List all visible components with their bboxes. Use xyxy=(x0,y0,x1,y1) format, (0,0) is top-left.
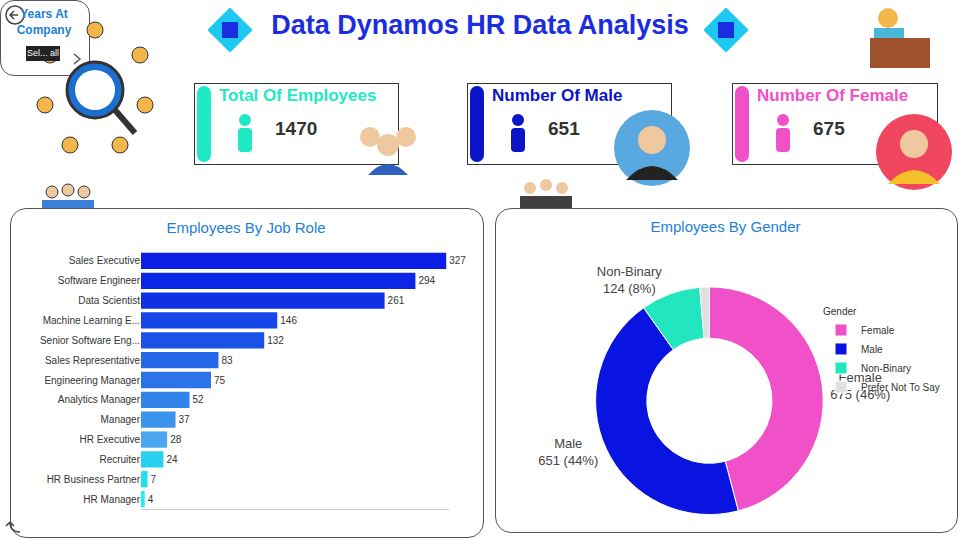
svg-text:Analytics Manager: Analytics Manager xyxy=(58,394,141,405)
svg-text:294: 294 xyxy=(418,275,435,286)
html-text:Number Of Female: Number Of Female xyxy=(757,86,909,105)
html-text:651: 651 xyxy=(548,118,580,139)
svg-text:28: 28 xyxy=(170,434,182,445)
svg-text:Recruiter: Recruiter xyxy=(99,454,140,465)
svg-text:Employees By Gender: Employees By Gender xyxy=(650,218,800,235)
html-text:Years At Company: Years At Company xyxy=(16,7,72,37)
svg-text:52: 52 xyxy=(193,394,205,405)
svg-text:Data Scientist: Data Scientist xyxy=(78,295,140,306)
svg-text:132: 132 xyxy=(267,335,284,346)
svg-text:Employees By Job Role: Employees By Job Role xyxy=(166,219,325,236)
svg-text:HR Business Partner: HR Business Partner xyxy=(47,474,141,485)
html-text:675: 675 xyxy=(813,118,845,139)
svg-text:146: 146 xyxy=(280,315,297,326)
html-text:675 (46%): 675 (46%) xyxy=(830,386,891,402)
svg-text:327: 327 xyxy=(449,255,466,266)
svg-text:Sales Executive: Sales Executive xyxy=(69,255,141,266)
svg-text:Machine Learning E...: Machine Learning E... xyxy=(43,315,140,326)
svg-text:7: 7 xyxy=(151,474,157,485)
svg-text:4: 4 xyxy=(148,494,154,505)
html-text:Data Dynamos HR Data Analysis: Data Dynamos HR Data Analysis xyxy=(271,10,689,40)
svg-text:75: 75 xyxy=(214,375,226,386)
html-text:Total Of Employees: Total Of Employees xyxy=(219,86,377,105)
svg-text:Senior Software Eng...: Senior Software Eng... xyxy=(40,335,140,346)
svg-text:24: 24 xyxy=(166,454,178,465)
svg-text:Non-Binary124 (8%): Non-Binary124 (8%) xyxy=(597,264,663,296)
svg-text:261: 261 xyxy=(388,295,405,306)
html-text:1470: 1470 xyxy=(275,118,318,139)
svg-text:Female: Female xyxy=(861,325,895,336)
svg-text:Prefer Not To Say: Prefer Not To Say xyxy=(861,382,940,393)
svg-text:Engineering Manager: Engineering Manager xyxy=(44,375,140,386)
html-text:Number Of Male: Number Of Male xyxy=(492,86,623,105)
svg-text:83: 83 xyxy=(221,355,233,366)
svg-text:Non-Binary: Non-Binary xyxy=(861,363,911,374)
html-text:Female: Female xyxy=(838,370,882,385)
svg-text:Male: Male xyxy=(861,344,883,355)
svg-text:HR Manager: HR Manager xyxy=(83,494,140,505)
svg-text:Male651 (44%): Male651 (44%) xyxy=(538,436,598,468)
svg-text:Manager: Manager xyxy=(101,414,141,425)
svg-text:37: 37 xyxy=(179,414,191,425)
html-text:Sel... all: Sel... all xyxy=(27,48,59,58)
svg-text:Software Engineer: Software Engineer xyxy=(58,275,141,286)
svg-text:Sales Representative: Sales Representative xyxy=(45,355,140,366)
svg-text:Gender: Gender xyxy=(823,306,857,317)
svg-text:HR Executive: HR Executive xyxy=(79,434,140,445)
